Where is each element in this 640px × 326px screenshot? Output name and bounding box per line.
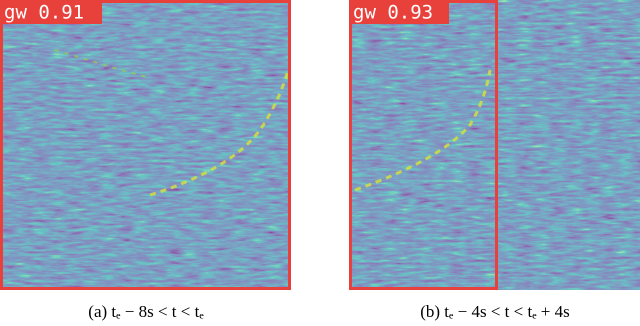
chirp-track (354, 69, 492, 192)
detection-label: gw 0.91 (4, 2, 84, 24)
chirp-track (54, 49, 151, 79)
spectrogram (0, 0, 291, 290)
panel-b: gw 0.93 (b) tₑ − 4s < t < tₑ + 4s (349, 0, 640, 321)
caption: (b) tₑ − 4s < t < tₑ + 4s (420, 302, 570, 321)
chirp-track (149, 69, 290, 197)
caption: (a) tₑ − 8s < t < tₑ (88, 302, 204, 321)
detection-label: gw 0.93 (353, 2, 433, 24)
spectrogram (349, 0, 640, 290)
detection-label-bg (0, 0, 102, 24)
panel-a: gw 0.91 (a) tₑ − 8s < t < tₑ (0, 0, 291, 321)
detection-box (0, 0, 291, 290)
detection-label-bg (349, 0, 449, 24)
